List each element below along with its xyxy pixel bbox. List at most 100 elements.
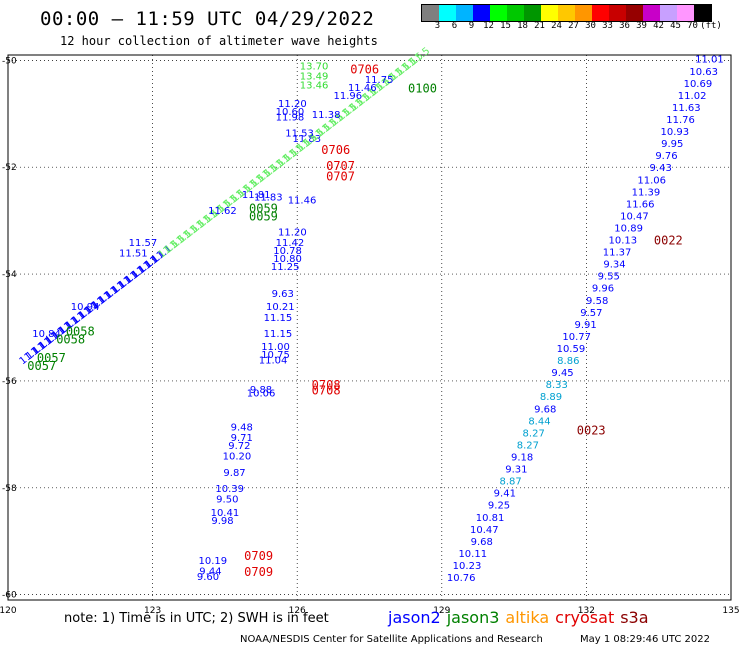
colorbar-label: 30 — [585, 21, 596, 31]
track-time-label: 0706 — [321, 143, 350, 157]
wave-height-value: 10.60 — [276, 107, 305, 118]
y-tick-label: -52 — [2, 163, 17, 173]
wave-height-value: 9.91 — [575, 320, 597, 331]
wave-height-value: 11.20 — [278, 99, 307, 110]
wave-height-value: 8.27 — [523, 428, 545, 439]
wave-height-value: 10.19 — [199, 556, 228, 567]
wave-height-value: 11.42 — [276, 238, 305, 249]
wave-height-value: 10.94 — [71, 302, 100, 313]
colorbar-swatch — [643, 5, 660, 21]
colorbar-unit: (ft) — [700, 21, 722, 31]
wave-height-value: 11.83 — [254, 193, 283, 204]
wave-height-value: 9.60 — [197, 572, 219, 583]
wave-height-value: 10.47 — [620, 211, 649, 222]
colorbar-label: 18 — [517, 21, 528, 31]
colorbar-swatch — [558, 5, 575, 21]
wave-height-value: 11.01 — [695, 55, 724, 66]
wave-height-value: 11.15 — [264, 329, 293, 340]
track-time-label: 0057 — [27, 359, 56, 373]
wave-height-value: 9.98 — [211, 516, 233, 527]
colorbar-label: 15 — [500, 21, 511, 31]
wave-height-value: 10.13 — [609, 236, 638, 247]
wave-height-value: 11.83 — [293, 134, 322, 145]
colorbar-swatch — [609, 5, 626, 21]
y-tick-label: -58 — [2, 484, 17, 494]
wave-height-value: 10.75 — [261, 350, 290, 361]
wave-height-value: 10.78 — [273, 246, 302, 257]
wave-height-value: 8.44 — [528, 416, 550, 427]
wave-height-value: 10.77 — [562, 332, 591, 343]
wave-height-value: 9.71 — [231, 433, 253, 444]
wave-height-value: 11.98 — [276, 112, 305, 123]
generated-timestamp: May 1 08:29:46 UTC 2022 — [580, 634, 710, 645]
wave-height-value: 11.57 — [129, 238, 158, 249]
satellite-legend: jason2 jason3 altika cryosat s3a — [388, 608, 655, 627]
colorbar-swatch — [541, 5, 558, 21]
wave-height-value: 9.88 — [250, 385, 272, 396]
wave-height-value: 9.43 — [650, 163, 672, 174]
wave-height-value: 10.39 — [215, 484, 244, 495]
wave-height-value: 9.44 — [199, 567, 221, 578]
wave-height-value: 8.87 — [499, 477, 521, 488]
y-tick-label: -50 — [2, 56, 17, 66]
legend-entry: jason3 — [446, 608, 500, 627]
wave-height-value: 9.48 — [231, 422, 253, 433]
wave-height-value: 8.86 — [557, 356, 579, 367]
wave-height-value: 11.46 — [288, 195, 317, 206]
wave-height-value: 9.58 — [586, 296, 608, 307]
legend-entry: s3a — [620, 608, 649, 627]
colorbar-labels: 3 6 9 12 15 18 21 24 27 30 33 36 39 42 45 70 (ft) — [421, 21, 740, 33]
dense-value: 11.5 — [408, 46, 432, 68]
wave-height-value: 11.15 — [264, 313, 293, 324]
colorbar-label: 12 — [483, 21, 494, 31]
wave-height-value: 11.00 — [261, 342, 290, 353]
track-time-label: 0707 — [326, 170, 355, 184]
wave-height-value: 8.89 — [540, 392, 562, 403]
legend-entry: altika — [505, 608, 550, 627]
credit-line: NOAA/NESDIS Center for Satellite Applica… — [240, 634, 543, 645]
wave-height-value: 9.95 — [661, 139, 683, 150]
track-time-label: 0100 — [408, 81, 437, 95]
wave-height-value: 10.81 — [476, 513, 505, 524]
wave-height-value: 10.47 — [470, 525, 499, 536]
wave-height-value: 10.06 — [247, 389, 276, 400]
colorbar-label: 27 — [568, 21, 579, 31]
wave-height-value: 10.89 — [614, 223, 643, 234]
wave-height-value: 11.96 — [333, 91, 362, 102]
track-time-label: 0708 — [312, 378, 341, 392]
track-time-label: 0058 — [66, 325, 95, 339]
wave-height-value: 10.63 — [689, 67, 718, 78]
x-tick-label: 135 — [722, 606, 739, 616]
wave-height-value: 11.63 — [672, 103, 701, 114]
track-time-label: 0023 — [577, 423, 606, 437]
axis-ticks: 120 123 126 129 132 135 -50 -52 -54 -56 -58 -60 — [0, 56, 740, 616]
wave-height-value: 11.51 — [119, 249, 148, 260]
wave-height-value: 10.93 — [660, 127, 689, 138]
wave-height-value: 11.25 — [271, 262, 300, 273]
colorbar-label: 21 — [534, 21, 545, 31]
wave-height-value: 10.76 — [447, 573, 476, 584]
wave-height-value: 11.66 — [626, 199, 655, 210]
wave-height-value: 13.49 — [300, 71, 329, 82]
wave-height-value: 9.96 — [592, 284, 614, 295]
wave-height-value: 9.55 — [598, 272, 620, 283]
wave-height-value: 8.27 — [517, 440, 539, 451]
colorbar-label: 39 — [636, 21, 647, 31]
altimeter-tracks: 11.0110.6310.6911.0211.6311.7610.939.959… — [18, 46, 724, 584]
wave-height-value: 11.37 — [603, 248, 632, 259]
wave-height-value: 11.06 — [637, 175, 666, 186]
colorbar — [421, 4, 712, 22]
page-subtitle: 12 hour collection of altimeter wave hei… — [60, 34, 378, 48]
page-title: 00:00 — 11:59 UTC 04/29/2022 — [40, 8, 375, 30]
wave-height-value: 9.18 — [511, 452, 533, 463]
wave-height-value: 9.31 — [505, 465, 527, 476]
x-tick-label: 120 — [0, 606, 17, 616]
wave-height-value: 11.62 — [208, 206, 237, 217]
legend-entry: jason2 — [388, 608, 441, 627]
colorbar-label: 6 — [451, 21, 458, 31]
track-time-label: 0709 — [244, 565, 273, 579]
wave-height-value: 9.72 — [228, 441, 250, 452]
wave-height-value: 11.81 — [242, 190, 271, 201]
wave-height-value: 11.04 — [259, 356, 288, 367]
track-time-label: 0707 — [326, 159, 355, 173]
